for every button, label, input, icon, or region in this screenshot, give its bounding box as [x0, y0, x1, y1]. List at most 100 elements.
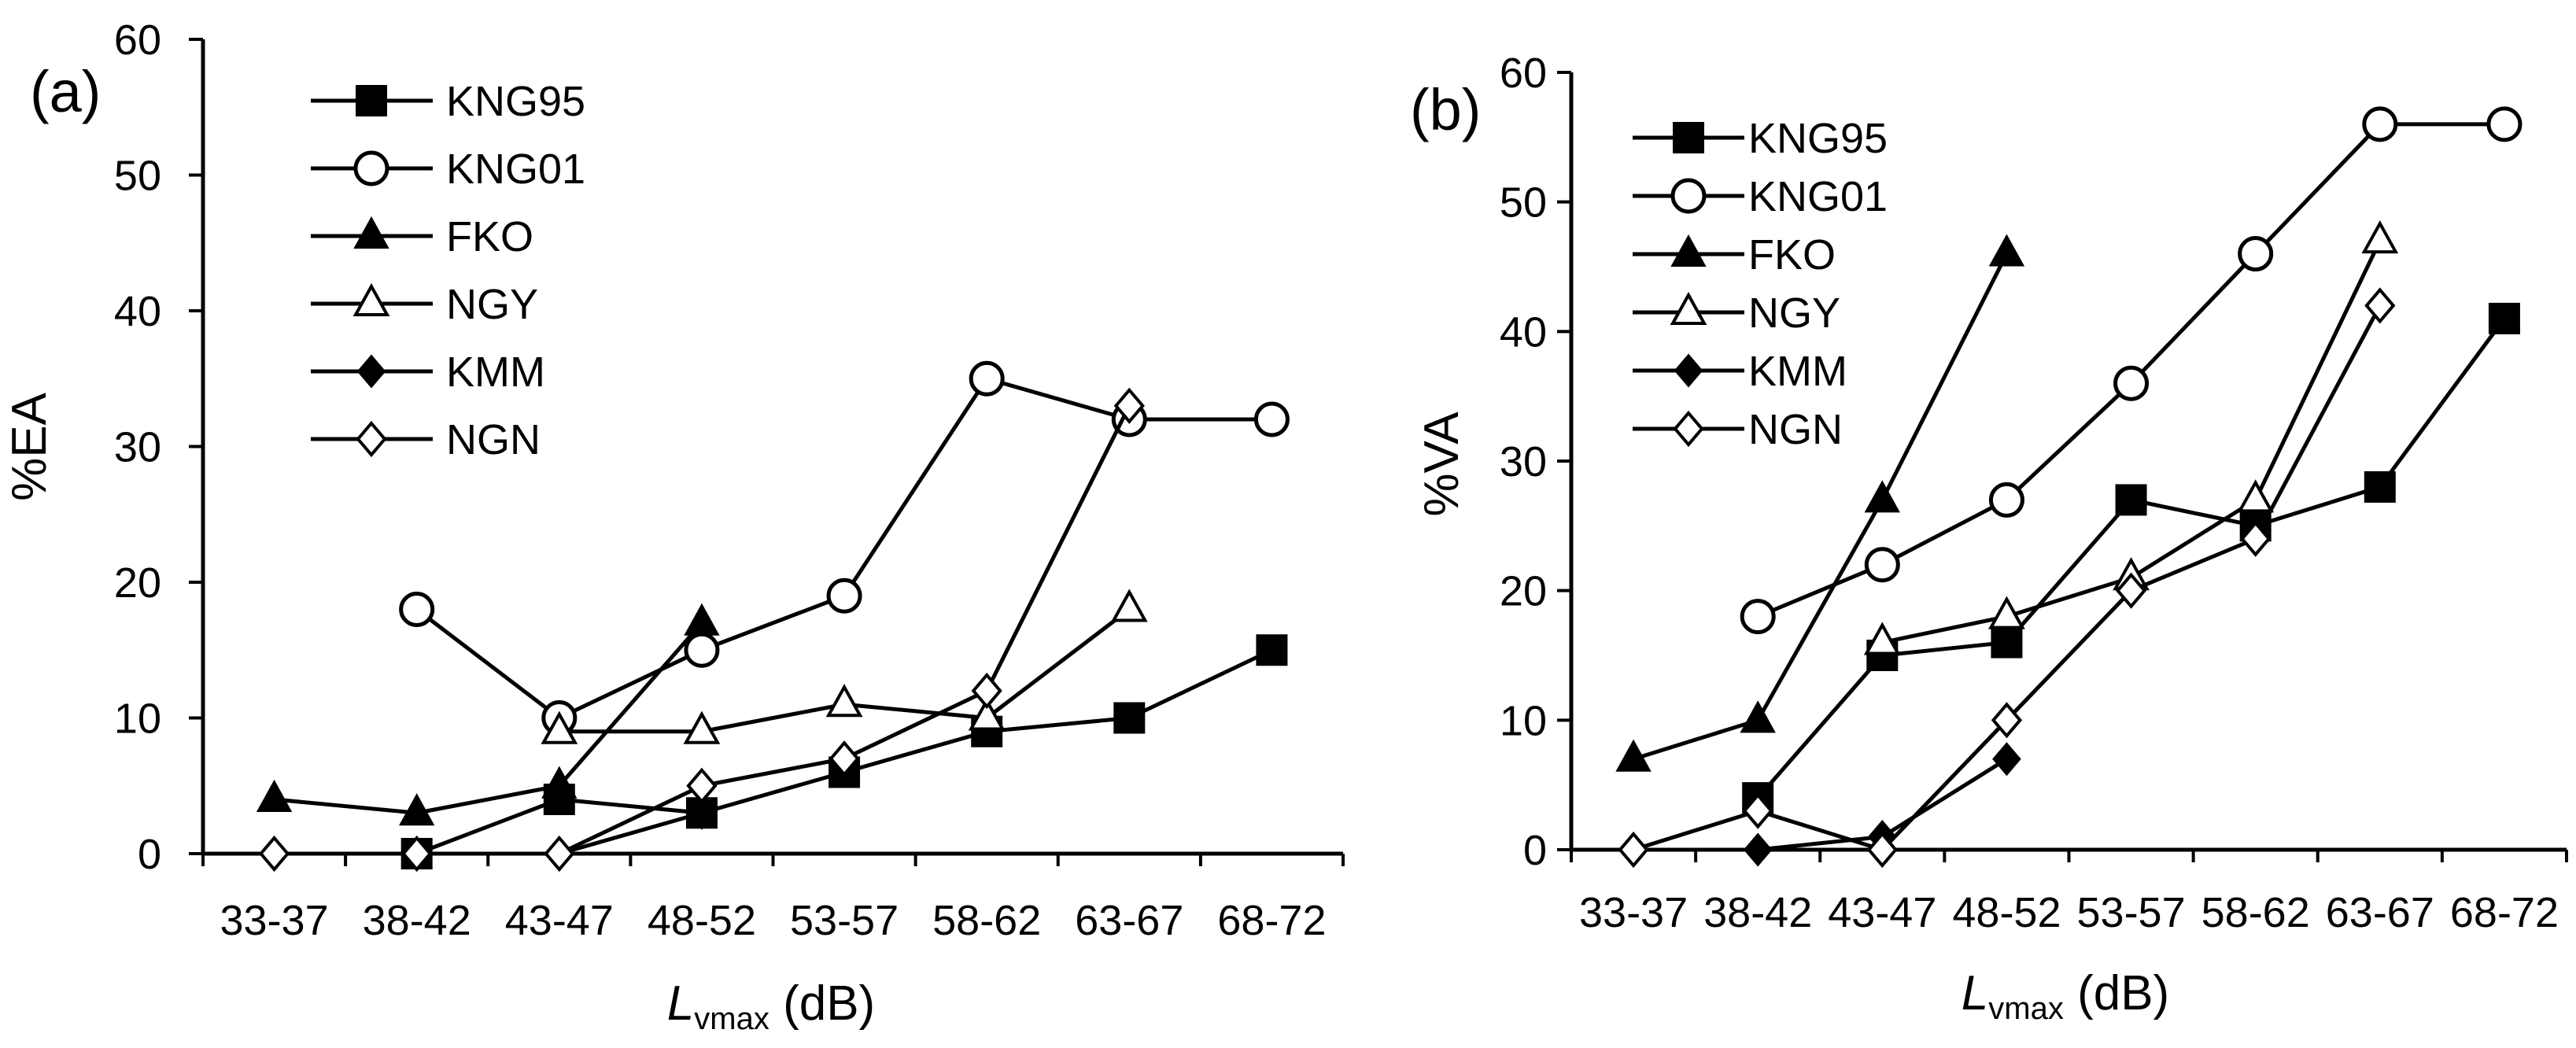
data-point-ngn	[1742, 792, 1773, 829]
legend-label: KNG95	[1748, 115, 1888, 162]
data-point-kng95	[1991, 626, 2023, 659]
legend: KNG95 KNG01 FKO NGY KMM NGN	[311, 78, 585, 463]
series-fko	[1615, 234, 2025, 772]
y-tick-label: 60	[114, 17, 161, 64]
y-tick-label: 50	[1500, 179, 1547, 227]
panel-label: (a)	[30, 59, 101, 124]
y-tick-label: 30	[1500, 438, 1547, 485]
data-point-kng01	[684, 632, 720, 668]
y-tick-label: 20	[114, 559, 161, 607]
x-axis-title: Lvmax (dB)	[1962, 966, 2169, 1026]
y-tick-label: 30	[114, 424, 161, 471]
data-point-ngy	[1863, 622, 1901, 655]
legend-item: KNG01	[311, 146, 585, 193]
chart-panel-b: 0 10 20 30 40 50 60 33-37 38-42 43-47 48-52 53-57 58…	[1410, 50, 2568, 1026]
data-point-ngn	[1991, 702, 2023, 739]
data-point-kng01	[1864, 547, 1900, 583]
legend-item: KMM	[311, 349, 545, 396]
legend-label: FKO	[1748, 231, 1836, 279]
x-tick-label: 38-42	[1703, 889, 1812, 936]
x-tick-label: 58-62	[932, 897, 1041, 944]
data-point-kng95	[2364, 470, 2396, 503]
x-axis-title: Lvmax (dB)	[667, 976, 875, 1036]
data-point-ngn	[686, 767, 718, 804]
data-point-ngn	[2115, 572, 2147, 609]
legend-marker	[353, 150, 389, 186]
series-ngn	[1618, 287, 2396, 869]
data-point-kng01	[1740, 599, 1776, 635]
legend-item: KNG01	[1633, 173, 1888, 220]
x-axis-title-subscript: vmax	[694, 1002, 769, 1036]
data-point-ngy	[968, 697, 1006, 731]
legend-item: KMM	[1633, 348, 1847, 395]
data-point-kng01	[2238, 236, 2274, 272]
series-fko	[256, 603, 720, 826]
data-point-ngn	[829, 740, 860, 777]
panel-label: (b)	[1410, 77, 1481, 142]
x-axis-title-unit: (dB)	[2064, 966, 2169, 1020]
data-point-kng95	[1113, 702, 1146, 734]
x-axis-title-main: L	[1962, 966, 1988, 1020]
data-point-kng01	[1988, 482, 2024, 518]
data-point-ngn	[258, 835, 290, 873]
series-ngy	[541, 589, 1148, 744]
x-tick-label: 38-42	[363, 897, 471, 944]
x-tick-label: 53-57	[790, 897, 899, 944]
data-point-kng01	[2486, 106, 2522, 142]
data-point-ngn	[2364, 287, 2396, 324]
data-point-kmm	[1743, 832, 1773, 867]
legend-item: FKO	[311, 213, 533, 260]
data-point-kmm	[687, 795, 717, 830]
data-point-kng01	[1253, 401, 1290, 437]
x-tick-label: 63-67	[1075, 897, 1183, 944]
data-point-kng01	[2362, 106, 2398, 142]
x-tick-label: 58-62	[2201, 889, 2310, 936]
legend-label: KMM	[1748, 348, 1847, 395]
y-tick-label: 10	[114, 696, 161, 743]
legend-item: KNG95	[311, 78, 585, 125]
x-tick-label: 53-57	[2077, 889, 2186, 936]
data-point-kng95	[2115, 484, 2147, 516]
data-point-ngn	[544, 835, 575, 873]
data-point-kng01	[399, 592, 435, 627]
legend-item: NGY	[311, 281, 538, 328]
x-tick-label: 68-72	[2450, 889, 2559, 936]
data-point-kmm	[1992, 742, 2021, 777]
legend-label: NGY	[446, 281, 538, 328]
data-point-ngy	[2237, 479, 2275, 513]
legend-marker	[1674, 353, 1703, 388]
legend-item: KNG95	[1633, 115, 1888, 162]
legend-label: KNG01	[1748, 173, 1888, 220]
legend-marker	[1670, 234, 1707, 267]
series-kng01	[1740, 106, 2522, 635]
series-line-fko	[1633, 253, 2009, 762]
data-point-kng95	[2488, 302, 2520, 334]
y-axis-title: %EA	[2, 392, 57, 500]
legend-label: NGY	[1748, 290, 1840, 337]
data-point-ngy	[2361, 220, 2399, 254]
legend-label: KNG01	[446, 146, 585, 193]
x-tick-label: 33-37	[220, 897, 329, 944]
y-tick-label: 40	[114, 288, 161, 335]
data-point-ngn	[1866, 831, 1898, 869]
data-point-fko	[684, 603, 720, 636]
legend-marker	[356, 420, 387, 458]
x-axis-title-unit: (dB)	[769, 976, 875, 1031]
data-point-ngn	[1113, 387, 1145, 424]
data-point-fko	[398, 793, 435, 826]
x-tick-label: 48-52	[1952, 889, 2061, 936]
legend-label: NGN	[1748, 406, 1843, 453]
y-tick-label: 40	[1500, 308, 1547, 356]
x-axis-title-main: L	[667, 976, 694, 1031]
legend-item: FKO	[1633, 231, 1836, 279]
x-tick-label: 68-72	[1217, 897, 1326, 944]
y-tick-label: 20	[1500, 568, 1547, 615]
legend-marker	[356, 354, 386, 389]
data-point-kng01	[826, 578, 862, 614]
data-point-ngy	[1110, 589, 1148, 622]
data-point-fko	[1740, 700, 1776, 733]
legend-marker	[1670, 178, 1707, 214]
data-point-ngy	[825, 684, 863, 718]
